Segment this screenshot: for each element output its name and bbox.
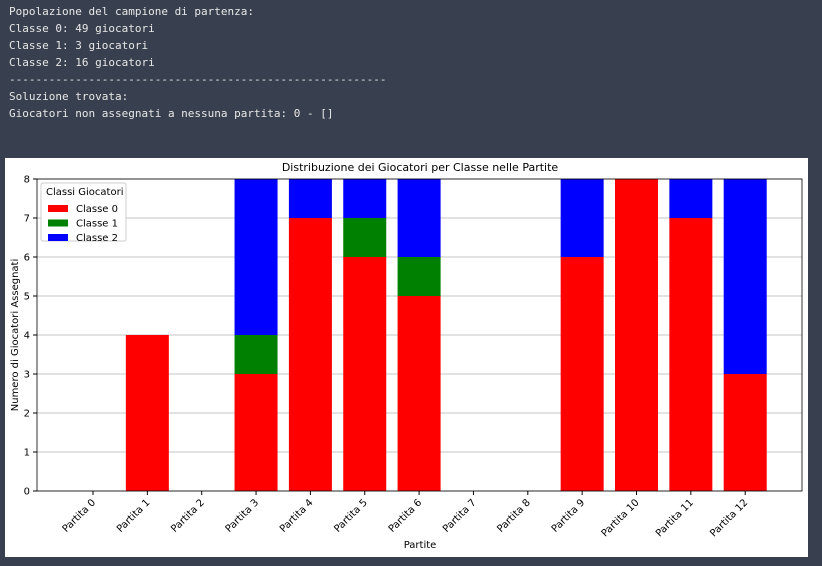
y-tick-label: 7	[24, 214, 30, 225]
y-tick-label: 5	[24, 292, 30, 303]
legend-title: Classi Giocatori	[46, 187, 123, 198]
bar-segment	[343, 179, 387, 218]
plot-frame	[36, 178, 803, 492]
y-tick-label: 3	[24, 370, 30, 381]
output-line: Classe 1: 3 giocatori	[9, 39, 148, 52]
output-line: Soluzione trovata:	[9, 90, 128, 103]
legend-label: Classe 0	[76, 204, 118, 215]
bar-segment	[669, 179, 713, 218]
bar-segment	[723, 374, 767, 491]
bar-segment	[615, 179, 658, 491]
bar-segment	[234, 374, 278, 491]
output-line: Classe 0: 49 giocatori	[9, 22, 155, 35]
legend-swatch	[48, 205, 68, 212]
bar-segment	[288, 179, 332, 218]
bar-segment	[343, 218, 387, 257]
bar-segment	[343, 257, 387, 491]
bar-segment	[560, 179, 604, 257]
y-axis-label: Numero di Giocatori Assegnati	[10, 259, 21, 412]
legend-label: Classe 2	[76, 233, 118, 244]
y-tick-label: 6	[24, 253, 30, 264]
bar-segment	[669, 218, 713, 491]
bar-segment	[234, 335, 278, 374]
y-tick-label: 0	[24, 487, 30, 498]
chart-title: Distribuzione dei Giocatori per Classe n…	[282, 161, 559, 174]
legend-label: Classe 1	[76, 219, 118, 230]
output-line: Giocatori non assegnati a nessuna partit…	[9, 107, 334, 120]
output-line: Classe 2: 16 giocatori	[9, 56, 155, 69]
output-line: Popolazione del campione di partenza:	[9, 5, 254, 18]
bar-segment	[125, 335, 169, 491]
bar-segment	[723, 179, 767, 374]
bar-segment	[397, 179, 441, 257]
y-tick-label: 4	[24, 331, 30, 342]
bar-segment	[288, 218, 332, 491]
y-tick-label: 1	[24, 448, 30, 459]
bar-segment	[234, 179, 278, 335]
legend-swatch	[48, 219, 68, 227]
bar-segment	[397, 296, 441, 491]
bar-segment	[560, 257, 604, 491]
y-tick-label: 8	[24, 175, 30, 186]
legend-swatch	[48, 234, 68, 241]
bar-segment	[397, 257, 441, 296]
legend: Classi Giocatori Classe 0 Classe 1 Classe 2	[40, 182, 127, 244]
x-axis-label: Partite	[404, 540, 437, 551]
output-line: ----------------------------------------…	[9, 73, 387, 86]
y-tick-label: 2	[24, 409, 30, 420]
